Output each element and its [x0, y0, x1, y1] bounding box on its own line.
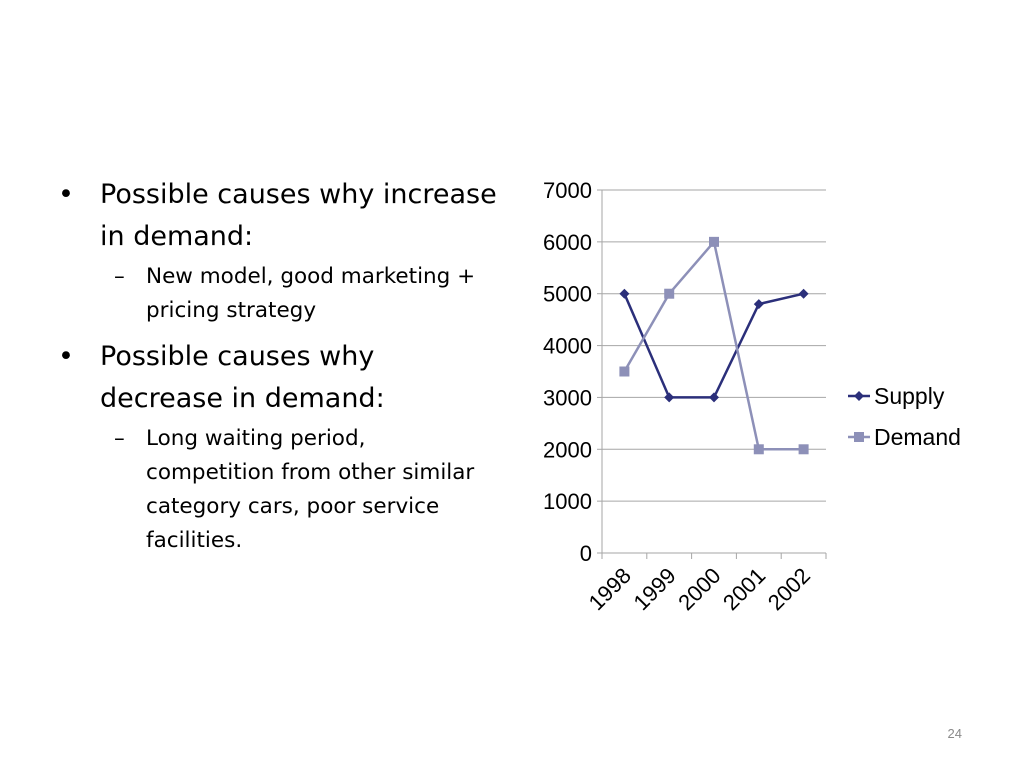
supply-legend-label: Supply — [874, 383, 945, 409]
demand-data-point — [753, 444, 764, 455]
y-tick-label: 0 — [580, 541, 592, 566]
y-tick-label: 7000 — [543, 178, 592, 203]
sub-bullet-list: – Long waiting period, competition from … — [100, 422, 498, 558]
bullet-text: Possible causes why increase in demand: — [100, 179, 497, 252]
supply-legend-marker — [854, 391, 864, 401]
bullet-list: • Possible causes why increase in demand… — [58, 174, 498, 566]
demand-data-point — [798, 444, 809, 455]
demand-legend-marker — [854, 432, 864, 442]
demand-data-point — [664, 288, 675, 299]
sub-bullet-item: – Long waiting period, competition from … — [100, 422, 498, 558]
sub-bullet-item: – New model, good marketing + pricing st… — [100, 260, 498, 328]
x-tick-label: 1999 — [628, 563, 680, 615]
sub-bullet-marker: – — [114, 426, 125, 451]
y-tick-label: 4000 — [543, 334, 592, 359]
supply-data-point — [664, 392, 675, 403]
y-tick-label: 3000 — [543, 385, 592, 410]
y-tick-label: 2000 — [543, 437, 592, 462]
bullet-item: • Possible causes why increase in demand… — [58, 174, 498, 328]
sub-bullet-text: New model, good marketing + pricing stra… — [146, 264, 476, 323]
bullet-marker: • — [58, 341, 74, 372]
y-tick-label: 1000 — [543, 489, 592, 514]
demand-data-point — [619, 366, 630, 377]
sub-bullet-list: – New model, good marketing + pricing st… — [100, 260, 498, 328]
bullet-item: • Possible causes why decrease in demand… — [58, 336, 498, 558]
demand-data-point — [709, 236, 719, 247]
slide-number: 24 — [947, 726, 962, 741]
supply-data-point — [619, 288, 630, 299]
y-tick-label: 6000 — [543, 230, 592, 255]
supply-demand-chart: 0100020003000400050006000700019981999200… — [543, 178, 961, 615]
bullet-marker: • — [58, 179, 74, 210]
demand-legend-label: Demand — [874, 424, 961, 450]
x-tick-label: 2000 — [673, 563, 725, 615]
sub-bullet-marker: – — [114, 264, 125, 289]
x-tick-label: 2002 — [763, 563, 815, 615]
y-tick-label: 5000 — [543, 282, 592, 307]
bullet-text: Possible causes why decrease in demand: — [100, 341, 385, 414]
supply-data-point — [753, 299, 764, 310]
supply-data-point — [709, 392, 719, 403]
x-tick-label: 1998 — [584, 563, 636, 615]
supply-data-point — [798, 288, 809, 299]
x-tick-label: 2001 — [718, 563, 770, 615]
sub-bullet-text: Long waiting period, competition from ot… — [146, 426, 475, 553]
